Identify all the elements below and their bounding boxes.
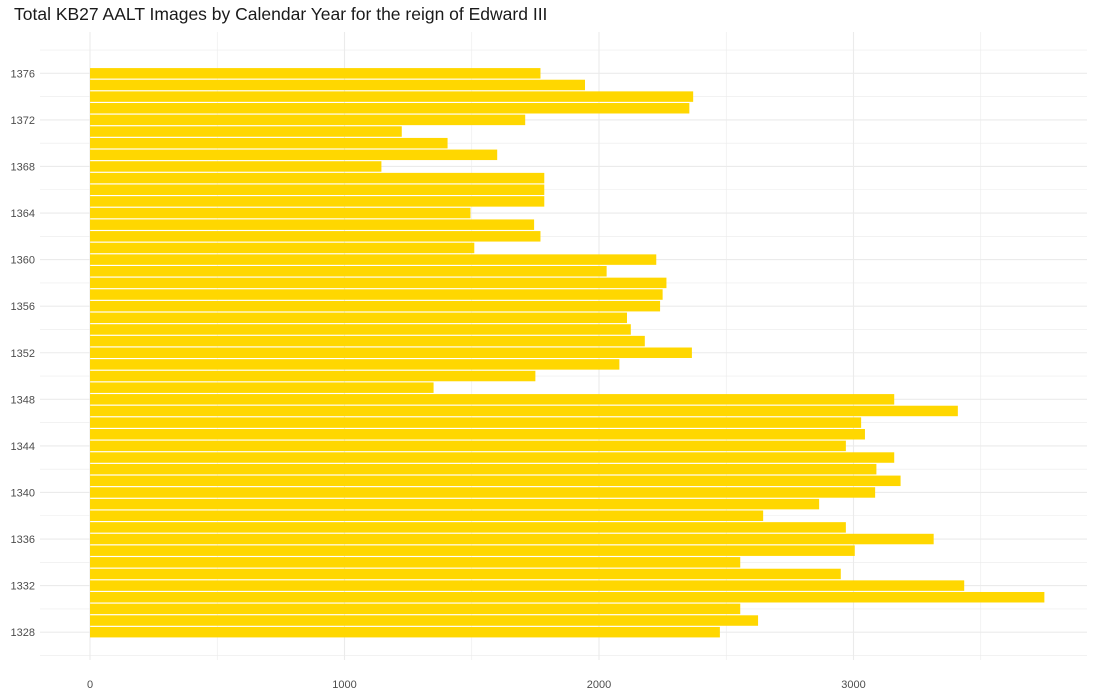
bar-1373 <box>90 103 690 114</box>
bar-1370 <box>90 137 448 149</box>
bar-1338 <box>90 510 764 521</box>
bar-1375 <box>90 79 586 91</box>
x-tick-label: 2000 <box>587 679 611 691</box>
y-tick-label: 1328 <box>11 627 35 639</box>
x-tick-label: 1000 <box>332 679 356 691</box>
bar-1334 <box>90 557 741 568</box>
bar-1347 <box>90 405 958 417</box>
bar-1356 <box>90 300 661 312</box>
bar-1371 <box>90 126 402 137</box>
bar-1343 <box>90 452 895 463</box>
bar-1362 <box>90 231 541 242</box>
bar-1367 <box>90 172 545 184</box>
bar-1352 <box>90 347 692 358</box>
y-tick-label: 1348 <box>11 394 35 406</box>
bar-1360 <box>90 254 657 265</box>
y-tick-label: 1360 <box>11 255 35 267</box>
bar-1358 <box>90 277 667 289</box>
bar-1357 <box>90 289 663 300</box>
bar-1369 <box>90 149 498 161</box>
y-tick-label: 1332 <box>11 581 35 593</box>
bar-1341 <box>90 475 901 487</box>
bar-1364 <box>90 207 471 219</box>
bar-1359 <box>90 266 607 277</box>
bar-1366 <box>90 184 545 195</box>
bar-1339 <box>90 498 820 510</box>
bar-1333 <box>90 568 841 580</box>
y-tick-label: 1364 <box>11 208 35 220</box>
y-tick-label: 1336 <box>11 534 35 546</box>
y-tick-label: 1344 <box>11 441 35 453</box>
bar-1349 <box>90 382 434 393</box>
bar-1368 <box>90 161 382 172</box>
y-tick-label: 1372 <box>11 115 35 127</box>
bar-1344 <box>90 440 846 452</box>
bar-1337 <box>90 522 846 533</box>
chart-title: Total KB27 AALT Images by Calendar Year … <box>14 4 548 24</box>
bar-1354 <box>90 324 631 335</box>
bar-1332 <box>90 580 965 591</box>
y-tick-label: 1340 <box>11 487 35 499</box>
bar-1335 <box>90 545 855 556</box>
bar-1346 <box>90 417 862 428</box>
bar-1361 <box>90 242 475 254</box>
y-tick-label: 1368 <box>11 161 35 173</box>
bar-1376 <box>90 68 541 79</box>
bar-1350 <box>90 370 536 382</box>
bar-1353 <box>90 335 645 347</box>
bar-1336 <box>90 533 934 545</box>
x-tick-label: 0 <box>87 679 93 691</box>
bar-1340 <box>90 487 876 498</box>
bar-1372 <box>90 114 526 126</box>
y-tick-label: 1356 <box>11 301 35 313</box>
bar-1363 <box>90 219 535 230</box>
y-tick-label: 1376 <box>11 68 35 80</box>
bar-1330 <box>90 603 741 615</box>
bar-1348 <box>90 394 895 405</box>
bar-1329 <box>90 615 759 626</box>
bar-1355 <box>90 312 627 324</box>
y-tick-label: 1352 <box>11 348 35 360</box>
bar-1328 <box>90 626 720 638</box>
x-tick-label: 3000 <box>841 679 865 691</box>
bar-1345 <box>90 429 865 440</box>
bar-1365 <box>90 196 545 207</box>
bar-1351 <box>90 359 620 370</box>
bar-1331 <box>90 592 1045 603</box>
bar-1374 <box>90 91 694 102</box>
bar-1342 <box>90 463 877 475</box>
